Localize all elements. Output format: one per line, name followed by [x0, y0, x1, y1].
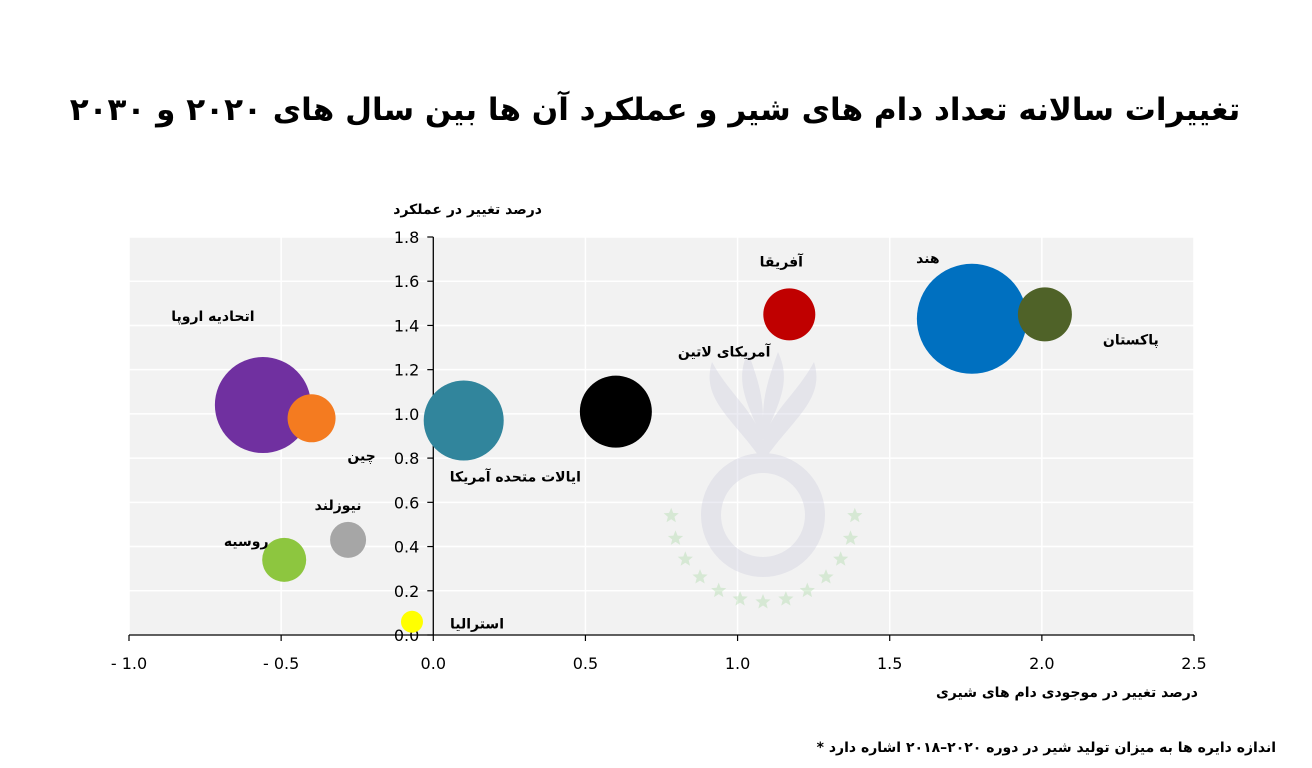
bubble-label: آمریکای لاتین — [678, 343, 772, 361]
x-tick-label: 0.5 — [573, 654, 598, 673]
bubble — [330, 521, 367, 558]
grid-lines — [128, 236, 1195, 636]
bubble-label: استرالیا — [450, 617, 504, 633]
bubble — [916, 263, 1027, 374]
y-tick-label: 0.4 — [394, 538, 419, 557]
y-tick-label: 0.2 — [394, 582, 419, 601]
x-tick-label: 0.0 — [421, 654, 446, 673]
bubble-labels: اتحادیه اروپا چین نیوزلند روسیه استرالیا ایال… — [171, 251, 1158, 633]
x-tick-label: 1.5 — [877, 654, 902, 673]
y-tick-label: 1.4 — [394, 316, 419, 335]
y-tick-labels: 0.00.20.40.60.81.01.21.41.61.8 — [394, 228, 419, 645]
watermark-star — [842, 530, 859, 545]
bubble-label: پاکستان — [1103, 332, 1159, 348]
x-tick-label: - 1.0 — [111, 654, 147, 673]
watermark-star — [677, 551, 693, 566]
bubble — [262, 537, 307, 582]
watermark-star — [778, 591, 794, 606]
watermark-star — [833, 551, 849, 566]
x-tick-labels: - 1.0 - 0.5 0.0 0.5 1.0 1.5 2.0 2.5 — [111, 654, 1207, 673]
watermark-star — [692, 569, 708, 584]
watermark-star — [732, 591, 748, 606]
x-tick-label: 1.0 — [725, 654, 750, 673]
bubble — [287, 394, 336, 443]
x-axis-title: درصد تغییر در موجودی دام های شیری — [936, 685, 1198, 701]
bubble — [579, 375, 652, 448]
bubble-label: هند — [916, 251, 940, 267]
watermark-star — [755, 594, 771, 609]
y-tick-label: 0.8 — [394, 449, 419, 468]
bubble-label: روسیه — [224, 534, 269, 550]
bubble — [400, 610, 423, 633]
watermark-star — [799, 582, 815, 598]
bubble — [763, 288, 816, 341]
y-tick-label: 0.6 — [394, 493, 419, 512]
x-tick-label: 2.5 — [1181, 654, 1206, 673]
y-tick-label: 1.8 — [394, 228, 419, 247]
bubble-label: اتحادیه اروپا — [171, 309, 254, 325]
bubbles — [214, 263, 1072, 633]
watermark-star — [711, 582, 727, 598]
watermark-star — [847, 507, 863, 523]
bubble — [214, 357, 311, 454]
y-axis-title: درصد تغییر در عملکرد — [393, 202, 542, 218]
x-tick-label: - 0.5 — [263, 654, 299, 673]
watermark-logo — [663, 352, 863, 609]
y-tick-label: 1.2 — [394, 361, 419, 380]
watermark-star — [818, 569, 834, 584]
watermark-star — [663, 507, 679, 523]
footnote: * اندازه دایره ها به میزان تولید شیر در … — [817, 740, 1276, 756]
bubble-label: ایالات متحده آمریکا — [450, 468, 581, 486]
bubble-label: آفریقا — [760, 252, 804, 270]
chart-title: تغییرات سالانه تعداد دام های شیر و عملکر… — [70, 90, 1241, 128]
bubble — [423, 380, 504, 461]
axes — [128, 236, 1195, 641]
y-tick-label: 1.6 — [394, 272, 419, 291]
bubble — [1017, 287, 1072, 342]
y-tick-label: 1.0 — [394, 405, 419, 424]
watermark-star — [667, 530, 684, 545]
x-tick-label: 2.0 — [1029, 654, 1054, 673]
bubble-label: نیوزلند — [315, 498, 362, 514]
bubble-label: چین — [347, 448, 375, 464]
